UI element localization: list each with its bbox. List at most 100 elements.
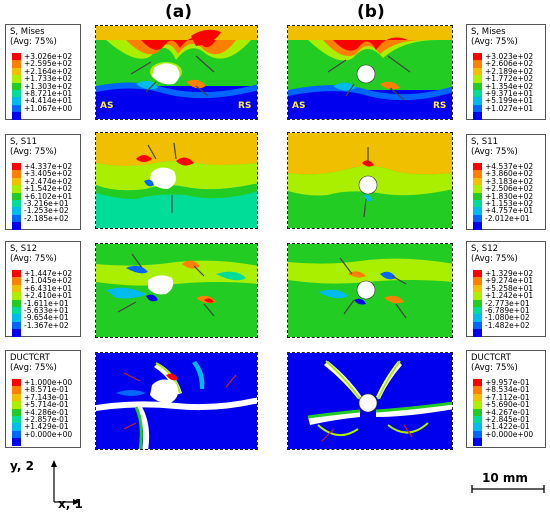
legend-swatch — [473, 60, 482, 68]
legend-swatch — [12, 192, 21, 200]
legend-title: S, S11 — [471, 137, 499, 147]
legend-swatch — [473, 104, 482, 113]
legend-swatch — [12, 89, 21, 98]
legend-averaging: (Avg: 75%) — [471, 37, 518, 47]
legend-value: +1.027e+01 — [485, 103, 534, 113]
legend-value: +1.542e+02 — [24, 184, 73, 194]
legend-averaging: (Avg: 75%) — [10, 37, 57, 47]
legend-value: +5.199e+01 — [485, 96, 534, 106]
legend-swatch — [473, 329, 482, 337]
contour-panel-s11-b — [287, 132, 453, 229]
legend-value: +5.258e+01 — [485, 283, 534, 293]
legend-value: +4.286e-01 — [24, 407, 69, 417]
legend-value: +7.112e-01 — [485, 392, 530, 402]
legend-title: S, Mises — [471, 27, 506, 37]
advancing-side-label-a1: AS — [100, 101, 114, 111]
legend-title: DUCTCRT — [471, 353, 511, 363]
legend-s12-b: S, S12 (Avg: 75%) +1.329e+02 +9.274e+01 +5.2… — [466, 241, 546, 337]
legend-swatch — [473, 430, 482, 439]
legend-swatch — [12, 393, 21, 402]
contour-panel-s12-b — [287, 243, 453, 338]
legend-s12-a: S, S12 (Avg: 75%) +1.447e+02 +1.045e+02 +6.4… — [5, 241, 81, 337]
legend-swatch — [473, 423, 482, 431]
legend-swatch — [473, 314, 482, 322]
legend-swatch — [12, 207, 21, 215]
legend-value: -6.789e+01 — [485, 305, 530, 315]
legend-value: +2.410e+01 — [24, 291, 73, 301]
legend-swatch — [473, 97, 482, 105]
legend-swatch — [12, 314, 21, 322]
legend-value: +9.274e+01 — [485, 276, 534, 286]
legend-value: -1.367e+02 — [24, 320, 69, 330]
legend-swatch — [12, 430, 21, 439]
legend-mises-a: S, Mises (Avg: 75%) +3.026e+02 +2.595e+02 +2… — [5, 24, 81, 120]
legend-swatch — [12, 401, 21, 409]
legend-value: -2.773e+01 — [485, 298, 530, 308]
legend-swatch — [12, 329, 21, 337]
legend-value: +6.102e+01 — [24, 191, 73, 201]
legend-title: S, S11 — [10, 137, 38, 147]
legend-value: +1.067e+00 — [24, 103, 73, 113]
legend-swatch — [12, 284, 21, 293]
legend-title: S, S12 — [10, 244, 38, 254]
legend-value: +1.830e+02 — [485, 191, 534, 201]
legend-value: +2.857e-01 — [24, 414, 69, 424]
legend-swatch — [12, 277, 21, 285]
legend-swatch — [12, 379, 21, 387]
legend-swatch — [12, 75, 21, 83]
legend-swatch — [12, 67, 21, 76]
retreating-side-label-b1: RS — [433, 101, 447, 111]
legend-swatch — [12, 423, 21, 431]
legend-s11-b: S, S11 (Avg: 75%) +4.537e+02 +3.860e+02 +3.1… — [466, 134, 546, 230]
legend-swatch — [12, 306, 21, 315]
legend-value: +1.429e-01 — [24, 422, 69, 432]
legend-swatch — [473, 170, 482, 178]
legend-value: +2.595e+02 — [24, 59, 73, 69]
legend-swatch — [473, 321, 482, 330]
legend-swatch — [473, 199, 482, 208]
legend-value: +1.303e+02 — [24, 81, 73, 91]
scale-bar-label: 10 mm — [482, 471, 528, 485]
legend-swatch — [473, 306, 482, 315]
legend-s11-a: S, S11 (Avg: 75%) +4.337e+02 +3.405e+02 +2.4… — [5, 134, 81, 230]
legend-mises-b: S, Mises (Avg: 75%) +3.023e+02 +2.606e+02 +2… — [466, 24, 546, 120]
legend-swatch — [12, 299, 21, 307]
advancing-side-label-b1: AS — [292, 101, 306, 111]
retreating-side-label-a1: RS — [238, 101, 252, 111]
legend-swatch — [473, 207, 482, 215]
legend-swatch — [473, 67, 482, 76]
legend-swatch — [473, 379, 482, 387]
legend-averaging: (Avg: 75%) — [471, 363, 518, 373]
legend-swatch — [473, 299, 482, 307]
legend-swatch — [473, 222, 482, 230]
legend-swatch — [473, 112, 482, 120]
legend-duct-b: DUCTCRT (Avg: 75%) +9.957e-01 +8.534e-01 +7.… — [466, 350, 546, 448]
legend-swatch — [473, 177, 482, 186]
legend-value: +1.772e+02 — [485, 74, 534, 84]
axis-label-x: x, 1 — [58, 497, 83, 511]
legend-swatch — [473, 292, 482, 300]
legend-swatch — [473, 192, 482, 200]
legend-value: +0.000e+00 — [485, 429, 534, 439]
legend-averaging: (Avg: 75%) — [10, 254, 57, 264]
legend-title: S, Mises — [10, 27, 45, 37]
column-label-b: (b) — [357, 2, 385, 22]
legend-averaging: (Avg: 75%) — [10, 147, 57, 157]
legend-value: +1.447e+02 — [24, 269, 73, 278]
legend-swatch — [12, 53, 21, 61]
legend-swatch — [12, 82, 21, 90]
legend-swatch — [473, 163, 482, 171]
contour-panel-ductcrt-b — [287, 352, 453, 450]
legend-value: +8.721e+01 — [24, 88, 73, 98]
contour-panel-s11-a — [95, 132, 258, 229]
legend-value: +1.045e+02 — [24, 276, 73, 286]
contour-panel-s12-a — [95, 243, 258, 338]
legend-value: -1.253e+02 — [24, 206, 69, 216]
column-label-a: (a) — [165, 2, 193, 22]
legend-averaging: (Avg: 75%) — [10, 363, 57, 373]
legend-value: -2.012e+01 — [485, 213, 530, 223]
legend-swatch — [473, 214, 482, 223]
legend-value: +1.422e-01 — [485, 422, 530, 432]
legend-swatch — [12, 60, 21, 68]
legend-swatch — [473, 53, 482, 61]
